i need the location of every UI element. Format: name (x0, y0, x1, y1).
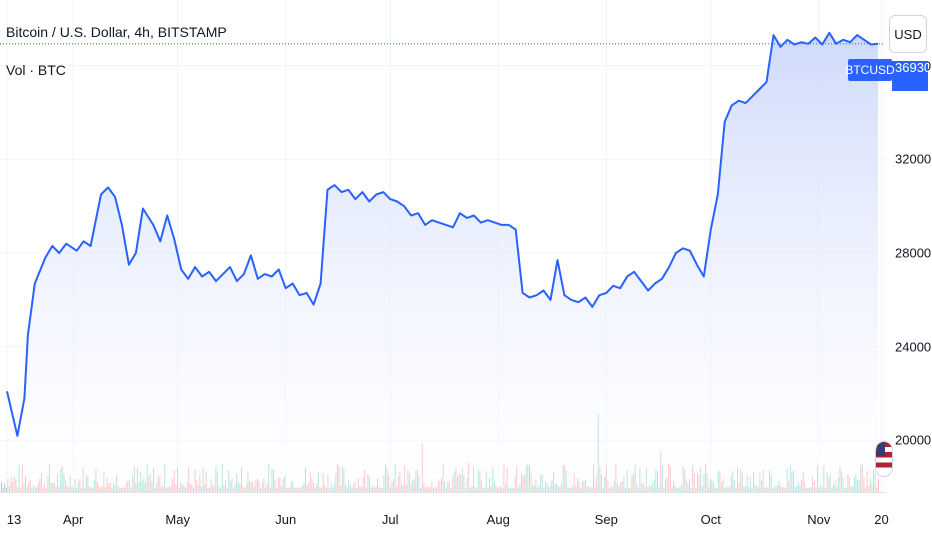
y-tick-label: 28000 (895, 245, 932, 261)
volume-bar (5, 487, 7, 492)
x-tick-label: Oct (700, 512, 721, 527)
x-tick-label: Jul (381, 512, 399, 527)
x-tick-label: Nov (807, 512, 831, 527)
volume-bar (1, 481, 2, 492)
price-area (7, 32, 878, 493)
y-tick-label: 24000 (895, 339, 932, 355)
symbol-price-tag: BTCUSD (845, 59, 895, 81)
x-tick-label: Jun (275, 512, 297, 527)
x-tick-label: Aug (486, 512, 510, 527)
x-tick-label: May (165, 512, 190, 527)
x-tick-label: Apr (63, 512, 84, 527)
volume-legend: Vol · BTC (6, 62, 66, 78)
volume-bar (2, 487, 4, 492)
x-tick-label: 20 (874, 512, 889, 527)
x-tick-label: 13 (6, 512, 22, 527)
price-line (0, 31, 885, 437)
volume-bar (877, 479, 879, 492)
x-tick-label: Sep (594, 512, 618, 527)
last-price-label: 36930 (892, 61, 928, 91)
chart-title: Bitcoin / U.S. Dollar, 4h, BITSTAMP (6, 24, 227, 40)
price-area-fill (7, 32, 878, 493)
us-flag-icon[interactable] (875, 441, 893, 477)
y-tick-label: 32000 (895, 151, 932, 167)
y-tick-label: 20000 (895, 432, 932, 448)
volume-bar (4, 482, 6, 492)
price-series-line (6, 31, 879, 437)
currency-button[interactable]: USD (889, 15, 927, 53)
